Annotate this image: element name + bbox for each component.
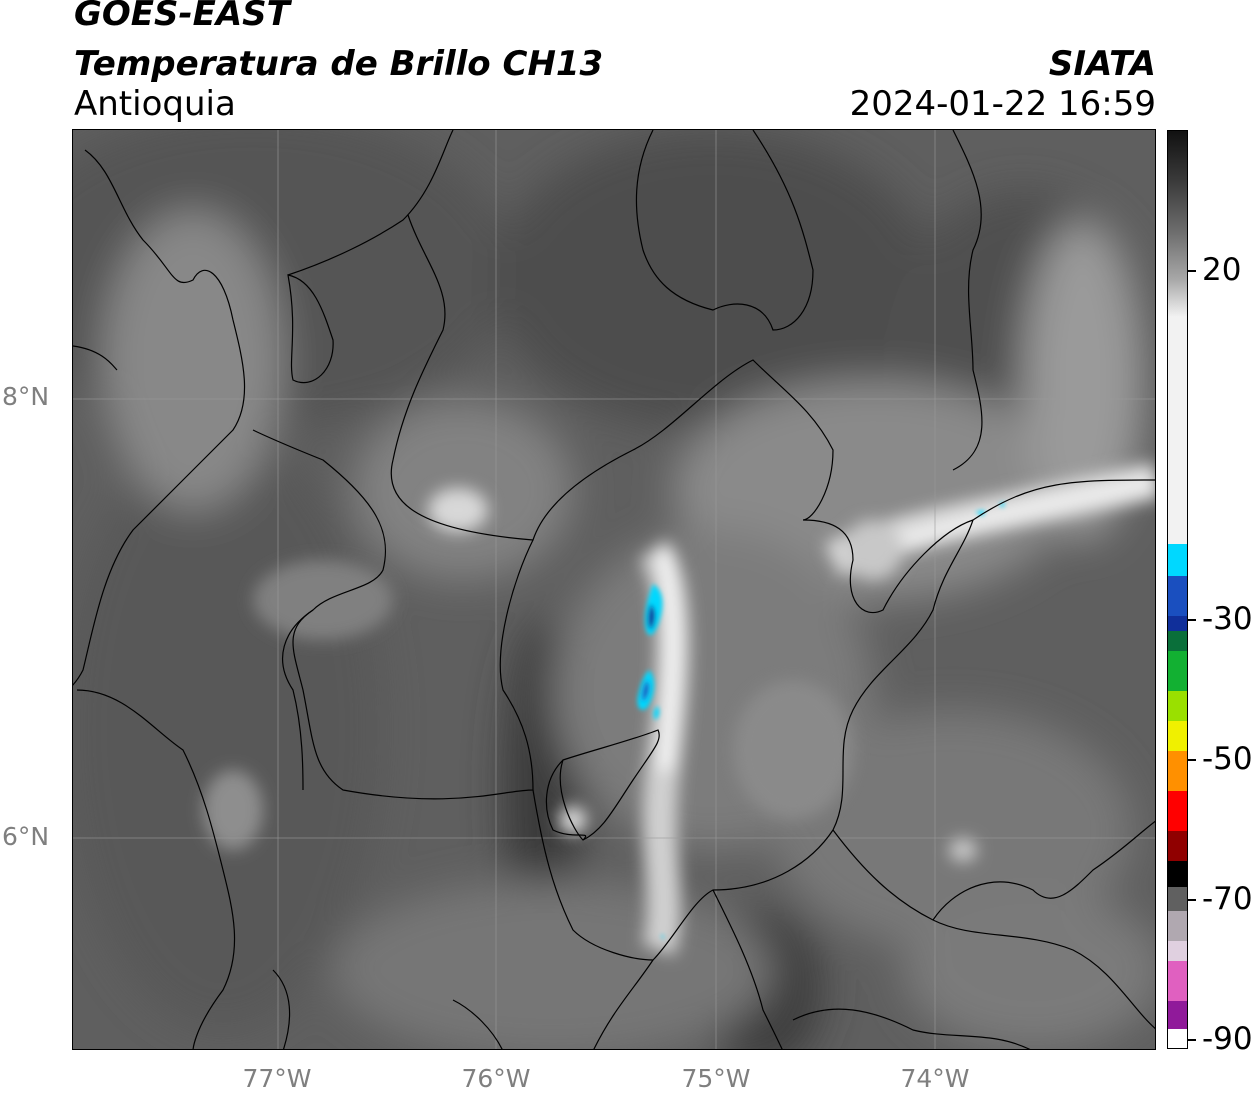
colorbar-gradient [1168,131,1187,1048]
graticule [73,130,1155,1049]
colorbar-tick [1188,619,1196,621]
colorbar-label-minus70: -70 [1202,881,1252,917]
organization-label: SIATA [1048,44,1156,84]
colorbar-tick [1188,759,1196,761]
lat-label-6n: 6°N [2,822,50,851]
temperature-field [73,130,1155,1049]
region-subtitle: Antioquia [74,84,236,124]
datetime-label: 2024-01-22 16:59 [849,84,1156,124]
satellite-title: GOES-EAST [74,0,290,34]
cloud-bands [203,462,1155,956]
colorbar-label-minus90: -90 [1202,1021,1252,1057]
product-title: Temperatura de Brillo CH13 [74,44,604,84]
colorbar-tick [1188,1039,1196,1041]
lon-label-76w: 76°W [461,1064,531,1093]
boundaries [73,130,1155,1049]
colorbar-label-minus30: -30 [1202,601,1252,637]
lon-label-75w: 75°W [681,1064,751,1093]
map-canvas [73,130,1155,1049]
colorbar-label-minus50: -50 [1202,741,1252,777]
colorbar-tick [1188,270,1196,272]
brightness-temperature-map[interactable] [72,129,1156,1050]
lat-label-8n: 8°N [2,382,50,411]
lon-label-77w: 77°W [242,1064,312,1093]
colorbar-tick [1188,899,1196,901]
lon-label-74w: 74°W [900,1064,970,1093]
colorbar [1167,130,1188,1049]
colorbar-label-20: 20 [1202,252,1242,288]
